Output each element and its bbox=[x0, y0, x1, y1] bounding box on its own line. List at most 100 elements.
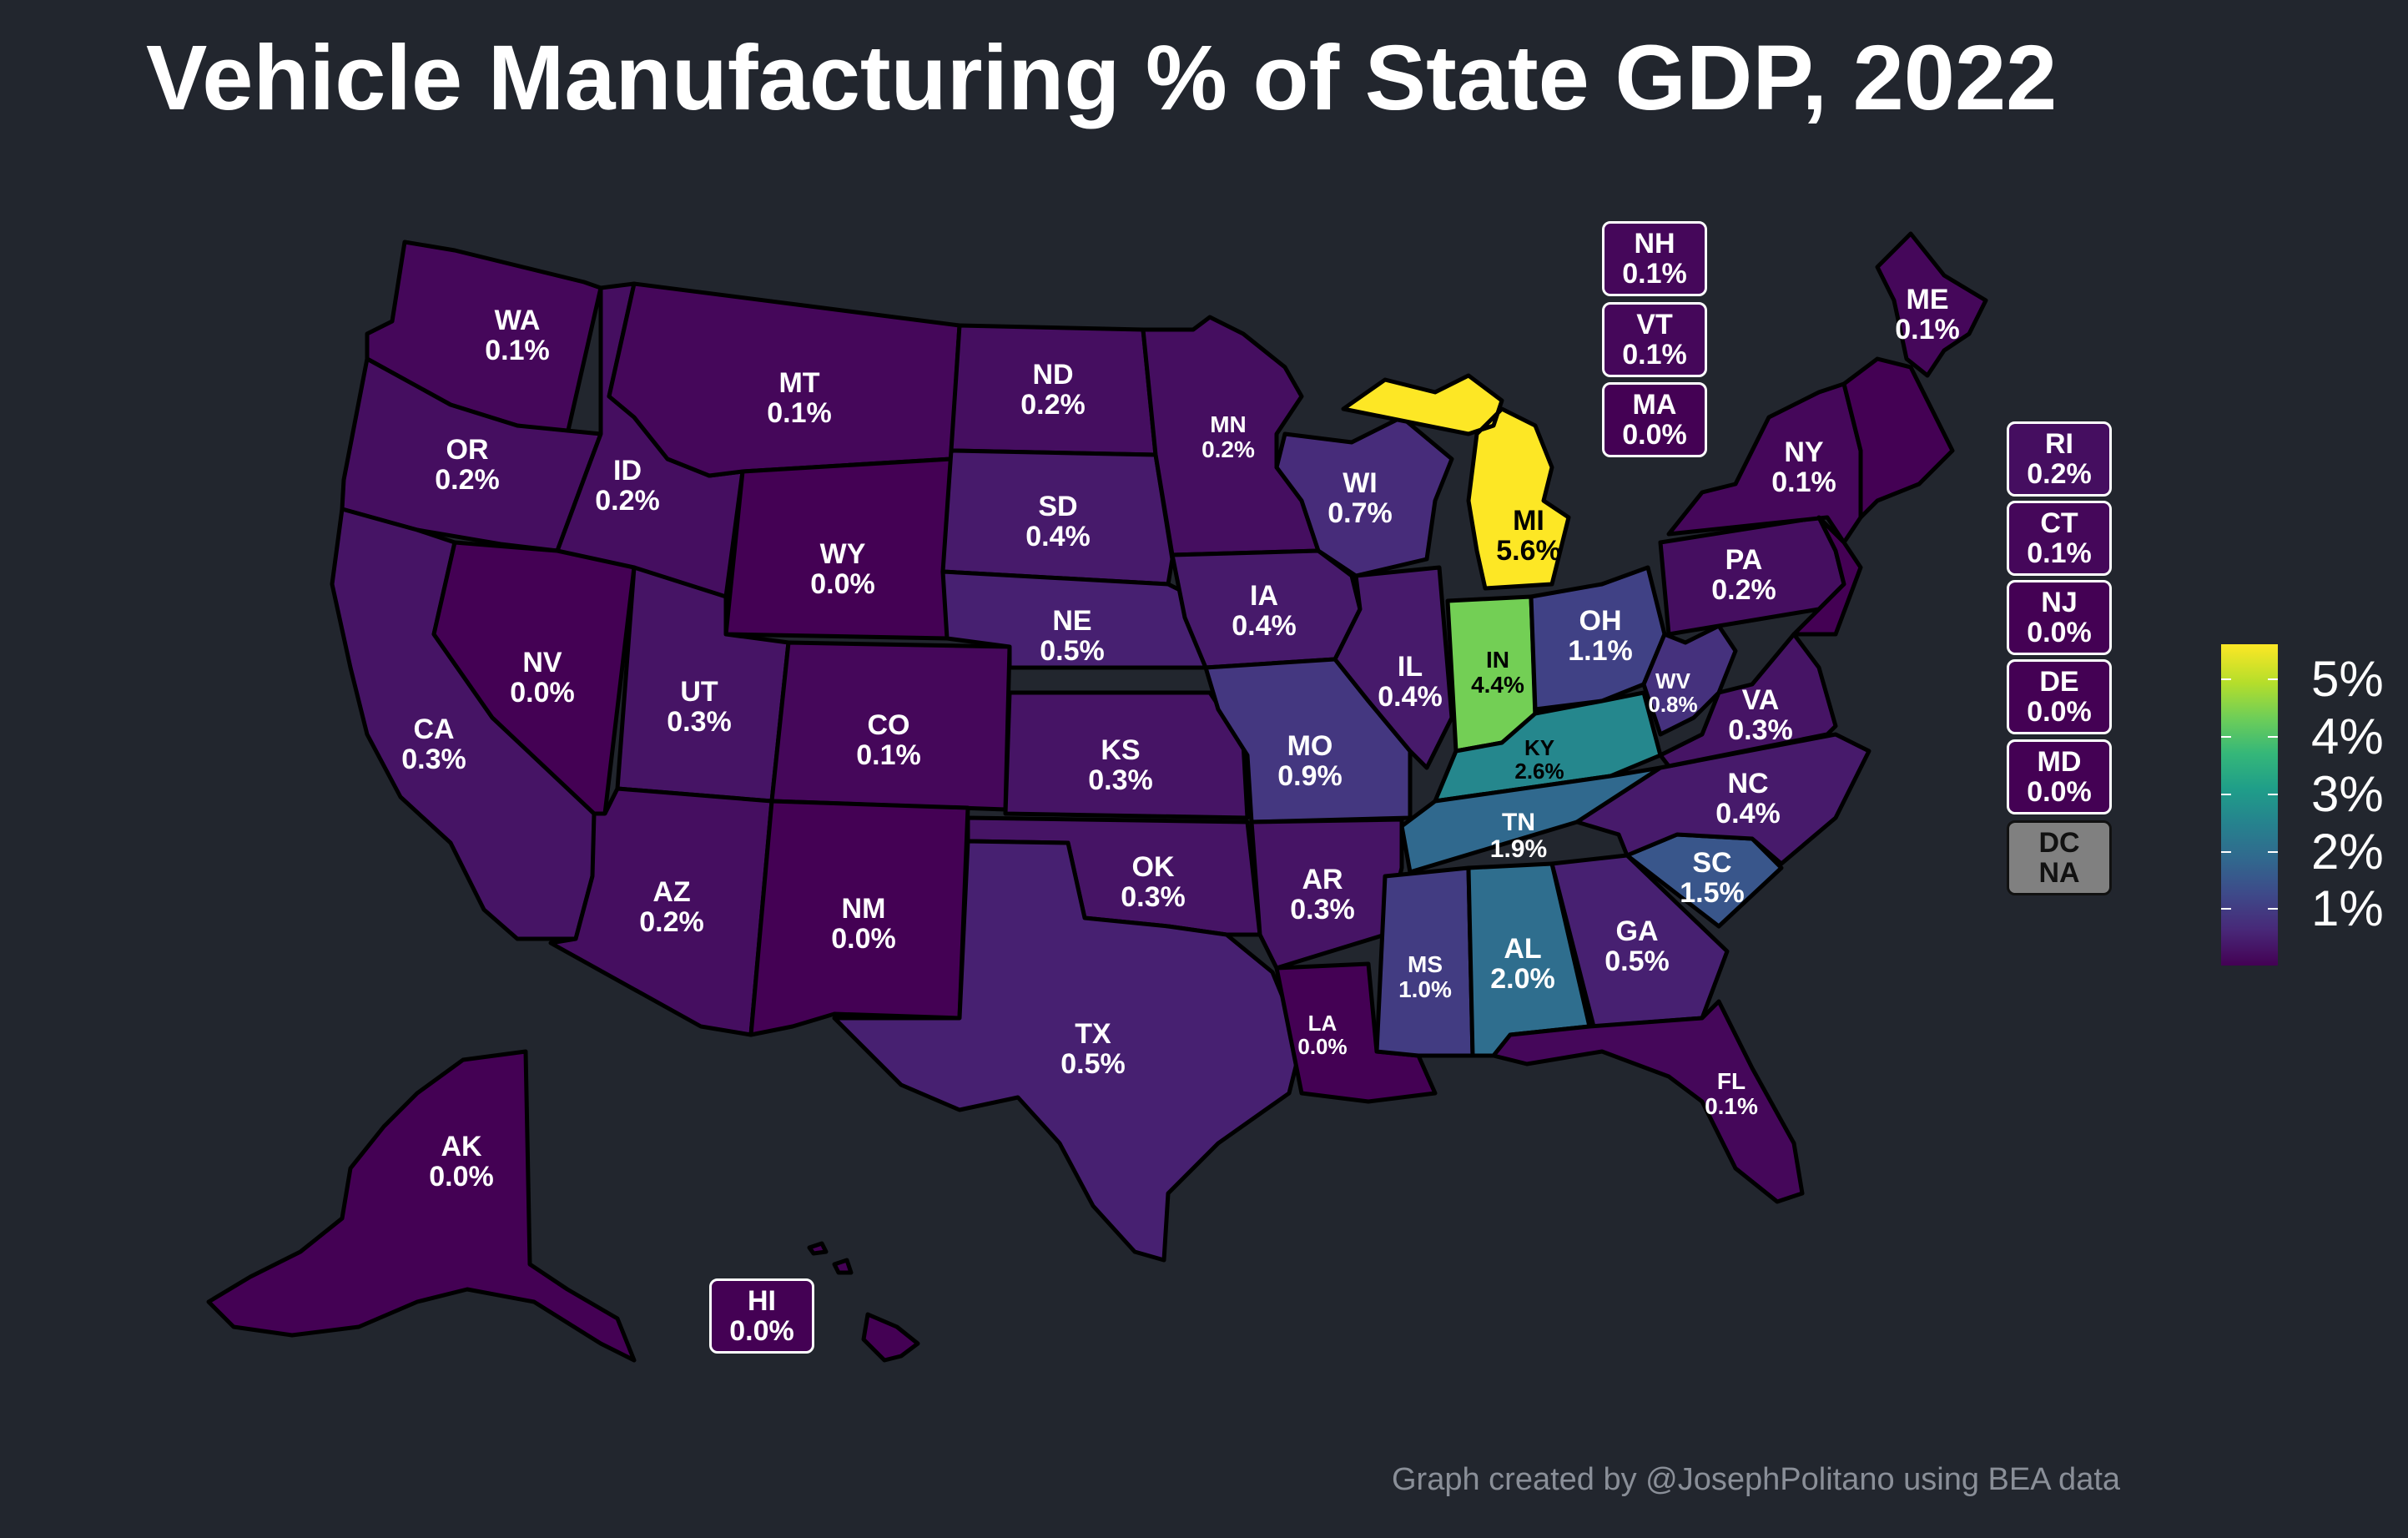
state-shape-ga bbox=[1549, 853, 1730, 1029]
state-shape-mi bbox=[1341, 373, 1571, 591]
state-label-az: AZ bbox=[652, 876, 690, 908]
state-value-wa: 0.1% bbox=[485, 335, 550, 366]
state-value-ny: 0.1% bbox=[1771, 466, 1836, 498]
state-value-sc: 1.5% bbox=[1680, 877, 1745, 909]
state-label-mo: MO bbox=[1287, 730, 1333, 762]
callout-value-nj: 0.0% bbox=[2027, 617, 2092, 648]
state-value-ia: 0.4% bbox=[1232, 610, 1297, 642]
state-label-ak: AK bbox=[441, 1131, 482, 1162]
state-label-ut: UT bbox=[680, 676, 718, 708]
state-label-nd: ND bbox=[1032, 359, 1073, 391]
state-shape-va bbox=[1658, 632, 1838, 769]
callout-value-md: 0.0% bbox=[2027, 776, 2092, 808]
state-value-pa: 0.2% bbox=[1711, 574, 1776, 606]
callout-abbr-ct: CT bbox=[2040, 507, 2078, 539]
state-shape-tx bbox=[832, 839, 1304, 1263]
state-label-nc: NC bbox=[1727, 768, 1768, 799]
callout-abbr-nh: NH bbox=[1634, 228, 1675, 260]
callout-nj: NJ 0.0% bbox=[2007, 580, 2112, 655]
callout-dc: DC NA bbox=[2007, 820, 2112, 895]
state-value-ms: 1.0% bbox=[1398, 976, 1452, 1002]
state-shape-ms bbox=[1374, 865, 1475, 1058]
state-label-pa: PA bbox=[1725, 544, 1763, 576]
state-value-in: 4.4% bbox=[1471, 672, 1524, 698]
state-shape-ks bbox=[1003, 690, 1250, 820]
callout-vt: VT 0.1% bbox=[1602, 302, 1707, 377]
legend-tick bbox=[2221, 678, 2278, 681]
state-value-va: 0.3% bbox=[1728, 714, 1793, 746]
state-label-sc: SC bbox=[1692, 847, 1731, 879]
legend-tick bbox=[2221, 850, 2278, 853]
state-value-ga: 0.5% bbox=[1604, 945, 1670, 977]
callout-value-vt: 0.1% bbox=[1622, 339, 1687, 371]
state-value-wv: 0.8% bbox=[1648, 692, 1697, 717]
state-shape-me bbox=[1875, 231, 1988, 378]
state-label-ca: CA bbox=[413, 714, 454, 745]
state-label-ne: NE bbox=[1052, 605, 1091, 637]
state-value-nm: 0.0% bbox=[831, 923, 896, 955]
state-label-or: OR bbox=[446, 434, 489, 466]
state-shape-nj-md bbox=[1791, 515, 1863, 637]
callout-abbr-hi: HI bbox=[748, 1285, 776, 1317]
state-label-mt: MT bbox=[778, 367, 819, 399]
state-value-nd: 0.2% bbox=[1020, 389, 1086, 421]
callout-de: DE 0.0% bbox=[2007, 659, 2112, 734]
state-label-va: VA bbox=[1742, 684, 1780, 716]
callout-value-ri: 0.2% bbox=[2027, 458, 2092, 490]
state-value-oh: 1.1% bbox=[1568, 635, 1633, 667]
state-label-nm: NM bbox=[842, 893, 886, 925]
state-label-la: LA bbox=[1308, 1011, 1337, 1036]
state-value-ok: 0.3% bbox=[1121, 881, 1186, 913]
callout-abbr-dc: DC bbox=[2038, 827, 2080, 859]
callout-value-de: 0.0% bbox=[2027, 696, 2092, 728]
state-value-wy: 0.0% bbox=[810, 568, 875, 600]
legend-label: 5% bbox=[2311, 651, 2384, 708]
state-value-ar: 0.3% bbox=[1290, 894, 1355, 925]
callout-hi: HI 0.0% bbox=[709, 1278, 814, 1354]
state-value-az: 0.2% bbox=[639, 906, 704, 938]
state-label-me: ME bbox=[1907, 284, 1949, 315]
state-value-ca: 0.3% bbox=[401, 744, 466, 775]
callout-abbr-nj: NJ bbox=[2041, 587, 2078, 618]
state-value-fl: 0.1% bbox=[1705, 1093, 1758, 1119]
source-caption: Graph created by @JosephPolitano using B… bbox=[1392, 1462, 2121, 1497]
state-label-tn: TN bbox=[1502, 809, 1535, 836]
state-label-in: IN bbox=[1486, 647, 1509, 673]
state-value-mo: 0.9% bbox=[1277, 760, 1343, 792]
state-label-ga: GA bbox=[1616, 915, 1659, 947]
state-shape-wv bbox=[1641, 623, 1738, 737]
state-value-ak: 0.0% bbox=[429, 1161, 494, 1193]
legend-tick bbox=[2221, 908, 2278, 910]
state-value-mn: 0.2% bbox=[1201, 436, 1255, 462]
state-shape-la bbox=[1274, 961, 1438, 1104]
state-label-co: CO bbox=[868, 709, 910, 741]
state-shape-il bbox=[1332, 565, 1454, 770]
callout-value-ma: 0.0% bbox=[1622, 419, 1687, 451]
legend-label: 1% bbox=[2311, 880, 2384, 937]
state-label-oh: OH bbox=[1579, 605, 1622, 637]
callout-abbr-de: DE bbox=[2039, 666, 2079, 698]
legend-label: 4% bbox=[2311, 708, 2384, 764]
callout-ct: CT 0.1% bbox=[2007, 501, 2112, 576]
state-value-sd: 0.4% bbox=[1025, 521, 1091, 552]
state-shape-fl bbox=[1491, 999, 1805, 1204]
state-label-ks: KS bbox=[1101, 734, 1140, 766]
state-shape-ne bbox=[940, 569, 1221, 670]
state-label-wi: WI bbox=[1343, 467, 1378, 499]
state-label-wy: WY bbox=[820, 538, 866, 570]
state-shape-ak bbox=[206, 1049, 637, 1363]
legend-label: 2% bbox=[2311, 823, 2384, 880]
state-label-tx: TX bbox=[1075, 1018, 1111, 1050]
state-label-ar: AR bbox=[1302, 864, 1343, 895]
state-shape-hi bbox=[807, 1241, 920, 1363]
state-label-wv: WV bbox=[1655, 668, 1691, 693]
state-value-ky: 2.6% bbox=[1514, 759, 1564, 784]
legend-colorbar bbox=[2221, 644, 2278, 966]
state-shape-sd bbox=[940, 448, 1175, 587]
callout-abbr-vt: VT bbox=[1636, 309, 1673, 340]
state-label-ky: KY bbox=[1524, 735, 1554, 760]
state-value-tx: 0.5% bbox=[1060, 1048, 1126, 1080]
chart-title: Vehicle Manufacturing % of State GDP, 20… bbox=[146, 27, 2058, 129]
state-value-mi: 5.6% bbox=[1496, 535, 1561, 567]
